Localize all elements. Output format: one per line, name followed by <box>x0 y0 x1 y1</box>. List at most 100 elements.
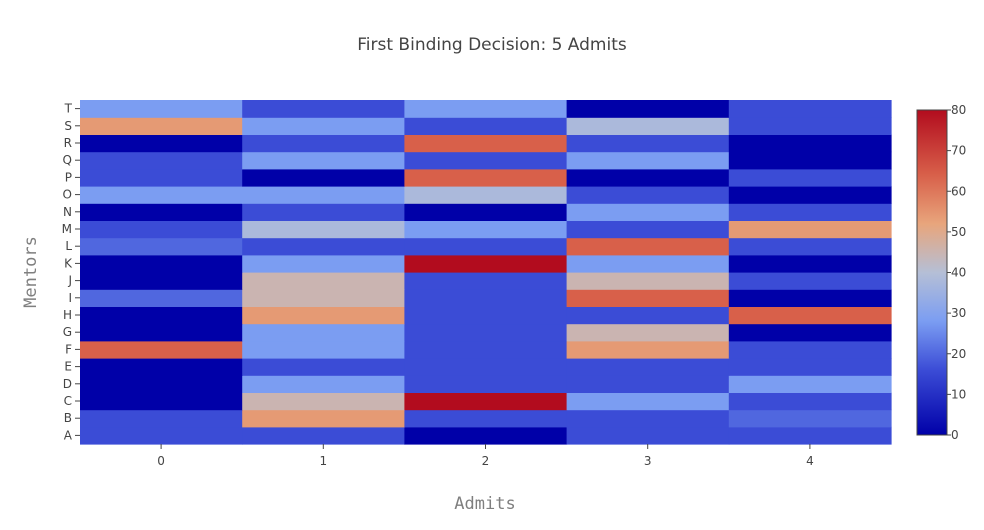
heatmap-cell-N-4 <box>728 203 892 221</box>
heatmap-cell-J-4 <box>728 272 892 290</box>
heatmap-cell-A-4 <box>728 426 892 445</box>
heatmap-cell-L-2 <box>404 237 568 256</box>
colorbar-tick-label-70: 70 <box>951 144 966 158</box>
heatmap-cell-J-3 <box>566 272 730 290</box>
heatmap-cell-J-1 <box>242 272 405 290</box>
heatmap-cell-Q-4 <box>728 151 892 170</box>
heatmap-cell-A-3 <box>566 426 730 445</box>
heatmap-cell-N-3 <box>566 203 730 221</box>
heatmap-cells <box>80 100 892 445</box>
heatmap-cell-F-0 <box>80 340 243 359</box>
heatmap-cell-K-4 <box>728 254 892 273</box>
heatmap-cell-F-3 <box>566 340 730 359</box>
heatmap-cell-O-3 <box>566 186 730 204</box>
heatmap-cell-H-0 <box>80 306 243 325</box>
heatmap-cell-D-1 <box>242 375 405 393</box>
heatmap-cell-N-2 <box>404 203 568 221</box>
heatmap-cell-T-4 <box>728 100 892 118</box>
heatmap-cell-B-2 <box>404 409 568 428</box>
y-tick-label-R: R <box>64 136 72 150</box>
y-tick-label-K: K <box>64 256 73 270</box>
heatmap-cell-N-1 <box>242 203 405 221</box>
colorbar-tick-label-20: 20 <box>951 347 966 361</box>
y-tick-label-L: L <box>65 239 72 253</box>
heatmap-cell-J-2 <box>404 272 568 290</box>
heatmap-cell-K-2 <box>404 254 568 273</box>
heatmap-cell-G-0 <box>80 323 243 342</box>
heatmap-cell-Q-0 <box>80 151 243 170</box>
heatmap-cell-M-4 <box>728 220 892 239</box>
heatmap-cell-F-1 <box>242 340 405 359</box>
heatmap-cell-P-2 <box>404 168 568 187</box>
y-axis-title: Mentors <box>21 236 41 308</box>
heatmap-cell-E-0 <box>80 358 243 376</box>
heatmap-cell-E-4 <box>728 358 892 376</box>
heatmap-cell-B-1 <box>242 409 405 428</box>
heatmap-cell-I-4 <box>728 289 892 307</box>
heatmap-cell-Q-2 <box>404 151 568 170</box>
heatmap-cell-Q-1 <box>242 151 405 170</box>
y-tick-label-N: N <box>63 205 72 219</box>
x-tick-label-2: 2 <box>482 454 490 468</box>
y-tick-label-P: P <box>65 170 72 184</box>
colorbar <box>916 109 948 436</box>
colorbar-ticks: 0 10 20 30 40 50 60 70 80 <box>947 103 966 442</box>
heatmap-cell-M-0 <box>80 220 243 239</box>
heatmap-cell-A-1 <box>242 426 405 445</box>
heatmap-cell-R-2 <box>404 134 568 153</box>
heatmap-cell-G-2 <box>404 323 568 342</box>
heatmap-cell-A-0 <box>80 426 243 445</box>
heatmap-cell-H-3 <box>566 306 730 325</box>
heatmap-cell-E-3 <box>566 358 730 376</box>
heatmap-cell-R-0 <box>80 134 243 153</box>
y-tick-label-H: H <box>63 308 72 322</box>
heatmap-cell-T-2 <box>404 100 568 118</box>
y-tick-label-S: S <box>64 119 72 133</box>
heatmap-cell-R-3 <box>566 134 730 153</box>
heatmap-cell-R-1 <box>242 134 405 153</box>
colorbar-tick-label-30: 30 <box>951 306 966 320</box>
heatmap-cell-T-3 <box>566 100 730 118</box>
heatmap-cell-N-0 <box>80 203 243 221</box>
y-tick-label-I: I <box>68 291 72 305</box>
colorbar-tick-label-60: 60 <box>951 184 966 198</box>
heatmap-cell-D-3 <box>566 375 730 393</box>
heatmap-cell-O-0 <box>80 186 243 204</box>
heatmap-cell-D-2 <box>404 375 568 393</box>
y-tick-label-Q: Q <box>63 153 72 167</box>
x-tick-label-0: 0 <box>157 454 165 468</box>
heatmap-cell-O-1 <box>242 186 405 204</box>
heatmap-cell-M-3 <box>566 220 730 239</box>
y-tick-label-F: F <box>65 342 72 356</box>
heatmap-cell-L-1 <box>242 237 405 256</box>
heatmap-cell-L-3 <box>566 237 730 256</box>
x-axis-ticks: 0 1 2 3 4 <box>157 444 814 468</box>
heatmap-cell-A-2 <box>404 426 568 445</box>
heatmap-cell-C-1 <box>242 392 405 411</box>
y-tick-label-M: M <box>62 222 72 236</box>
heatmap-cell-M-1 <box>242 220 405 239</box>
heatmap-cell-P-0 <box>80 168 243 187</box>
heatmap-cell-P-4 <box>728 168 892 187</box>
heatmap-cell-B-4 <box>728 409 892 428</box>
heatmap-cell-R-4 <box>728 134 892 153</box>
heatmap-cell-I-2 <box>404 289 568 307</box>
x-tick-label-3: 3 <box>644 454 652 468</box>
y-tick-label-O: O <box>63 188 72 202</box>
colorbar-tick-label-40: 40 <box>951 266 966 280</box>
heatmap-cell-I-0 <box>80 289 243 307</box>
heatmap-cell-L-4 <box>728 237 892 256</box>
chart-title: First Binding Decision: 5 Admits <box>357 35 627 55</box>
heatmap-cell-S-3 <box>566 117 730 135</box>
heatmap-cell-P-3 <box>566 168 730 187</box>
y-tick-label-T: T <box>64 102 73 116</box>
heatmap-cell-I-1 <box>242 289 405 307</box>
heatmap-cell-C-0 <box>80 392 243 411</box>
heatmap-cell-K-0 <box>80 254 243 273</box>
heatmap-cell-H-1 <box>242 306 405 325</box>
heatmap-cell-C-3 <box>566 392 730 411</box>
heatmap-cell-B-3 <box>566 409 730 428</box>
